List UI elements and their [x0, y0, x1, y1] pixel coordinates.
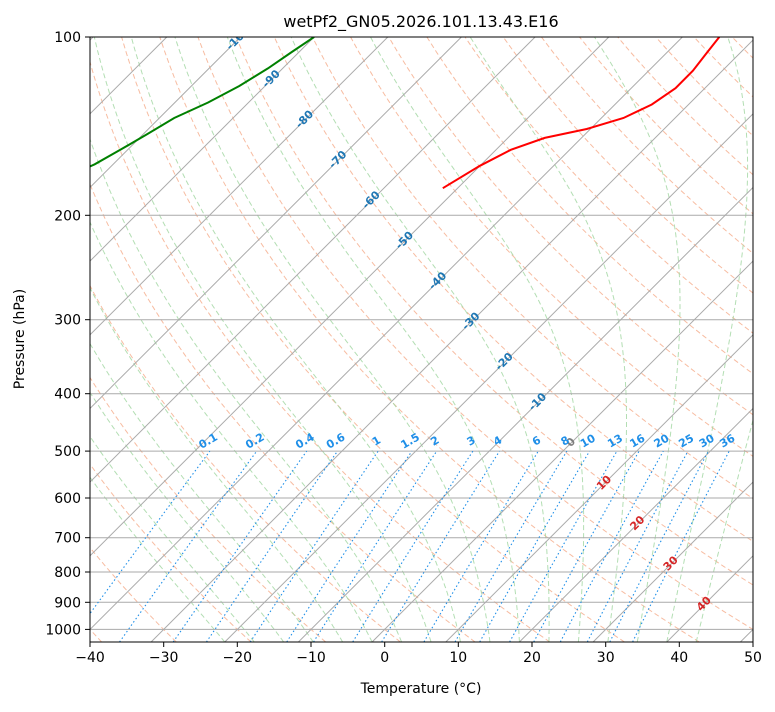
y-tick-label: 200: [54, 208, 81, 224]
y-axis-label: Pressure (hPa): [12, 289, 28, 389]
y-tick-label: 800: [54, 565, 81, 581]
y-tick-label: 1000: [45, 622, 81, 638]
x-tick-label: 30: [597, 650, 615, 666]
chart-title: wetPf2_GN05.2026.101.13.43.E16: [283, 12, 558, 32]
y-tick-label: 900: [54, 595, 81, 611]
y-tick-label: 100: [54, 30, 81, 46]
x-tick-label: −10: [296, 650, 326, 666]
x-tick-label: 50: [744, 650, 762, 666]
y-tick-label: 600: [54, 491, 81, 507]
x-tick-label: −40: [75, 650, 105, 666]
y-tick-label: 500: [54, 444, 81, 460]
y-tick-label: 700: [54, 531, 81, 547]
y-tick-label: 400: [54, 387, 81, 403]
y-tick-label: 300: [54, 313, 81, 329]
x-tick-label: 10: [449, 650, 467, 666]
x-tick-label: 20: [523, 650, 541, 666]
x-tick-label: 0: [380, 650, 389, 666]
x-tick-label: 40: [670, 650, 688, 666]
x-axis-label: Temperature (°C): [360, 681, 482, 697]
x-tick-label: −20: [223, 650, 253, 666]
x-tick-label: −30: [149, 650, 179, 666]
